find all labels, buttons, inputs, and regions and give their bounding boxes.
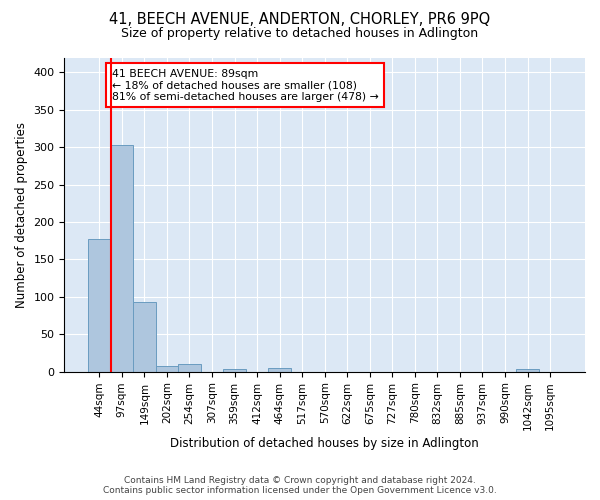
Y-axis label: Number of detached properties: Number of detached properties xyxy=(15,122,28,308)
Text: 41, BEECH AVENUE, ANDERTON, CHORLEY, PR6 9PQ: 41, BEECH AVENUE, ANDERTON, CHORLEY, PR6… xyxy=(109,12,491,28)
Bar xyxy=(88,238,110,372)
Bar xyxy=(223,370,246,372)
Bar xyxy=(110,145,133,372)
Bar xyxy=(516,368,539,372)
Bar xyxy=(268,368,291,372)
Text: Contains HM Land Registry data © Crown copyright and database right 2024.
Contai: Contains HM Land Registry data © Crown c… xyxy=(103,476,497,495)
Bar xyxy=(155,366,178,372)
Text: Size of property relative to detached houses in Adlington: Size of property relative to detached ho… xyxy=(121,28,479,40)
X-axis label: Distribution of detached houses by size in Adlington: Distribution of detached houses by size … xyxy=(170,437,479,450)
Text: 41 BEECH AVENUE: 89sqm
← 18% of detached houses are smaller (108)
81% of semi-de: 41 BEECH AVENUE: 89sqm ← 18% of detached… xyxy=(112,68,379,102)
Bar xyxy=(178,364,201,372)
Bar xyxy=(133,302,155,372)
